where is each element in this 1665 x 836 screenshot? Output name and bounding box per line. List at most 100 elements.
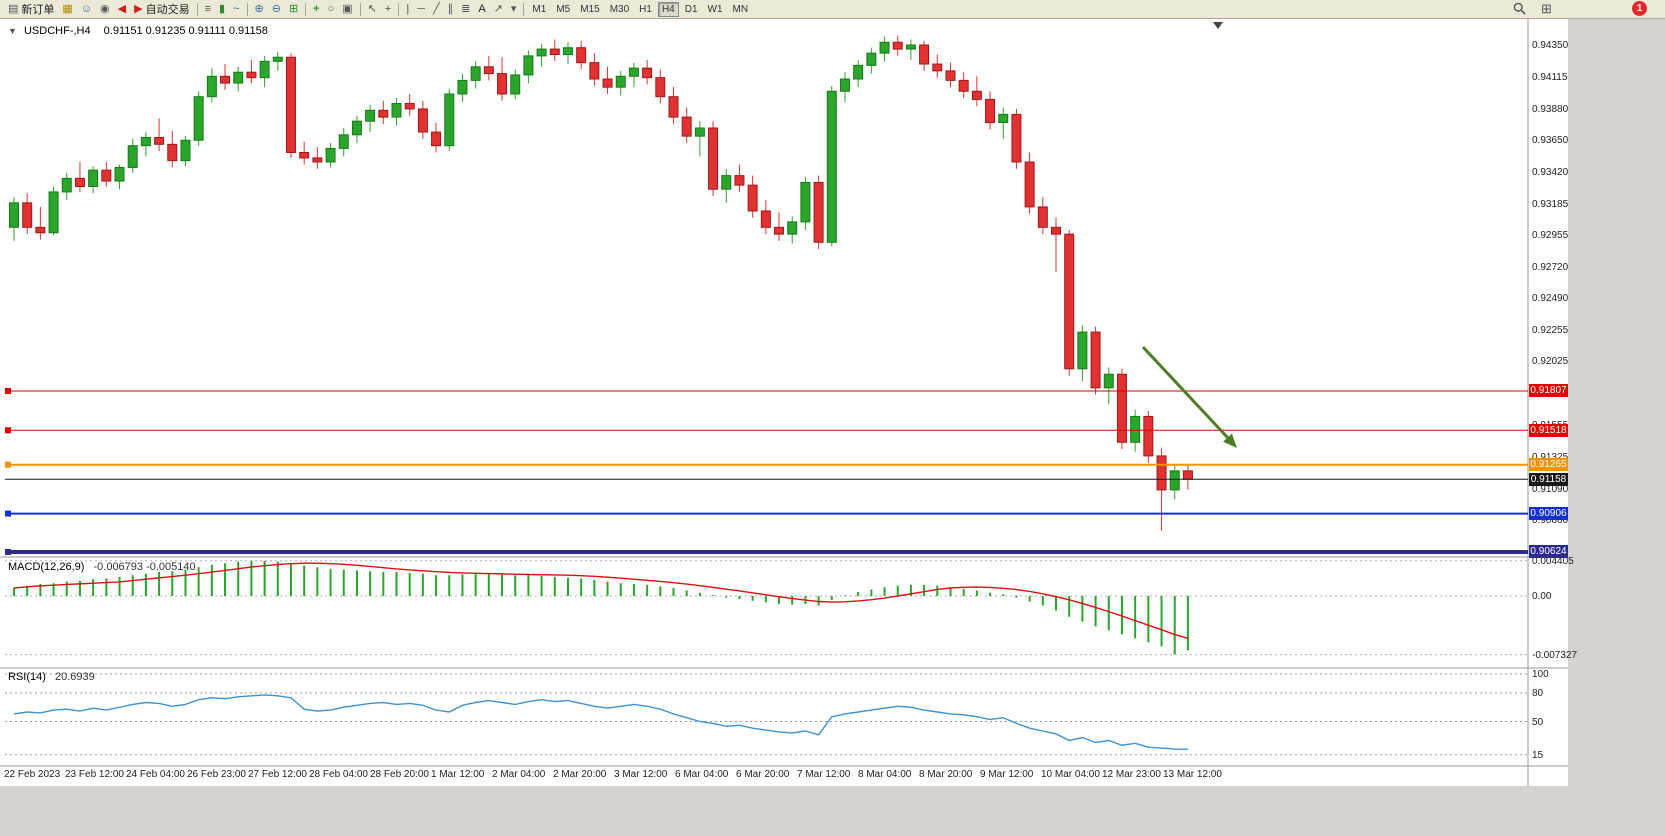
toolbar-separator <box>305 2 307 16</box>
price-tick: 0.93650 <box>1532 135 1569 147</box>
profile-icon[interactable]: ☺ <box>80 3 93 15</box>
time-label: 6 Mar 20:00 <box>736 769 790 780</box>
hline-0.91807[interactable] <box>5 387 1528 394</box>
price-badge-0.91265: 0.91265 <box>1529 458 1568 472</box>
search-icon[interactable] <box>1513 2 1526 18</box>
new-order-label: 新订单 <box>21 4 55 16</box>
price-badge-0.90906: 0.90906 <box>1529 507 1568 521</box>
image-button[interactable]: ▣ <box>342 3 353 15</box>
macd-title: MACD(12,26,9) <box>8 561 85 573</box>
notification-badge[interactable]: 1 <box>1632 1 1647 16</box>
price-tick: 0.92490 <box>1532 293 1569 305</box>
time-label: 26 Feb 23:00 <box>187 769 246 780</box>
toolbar-separator <box>398 2 400 16</box>
price-tick: 0.91325 <box>1532 451 1569 463</box>
macd-scale-label: 0.004405 <box>1532 555 1574 567</box>
fibonacci-tool-button[interactable]: ≣ <box>461 3 471 15</box>
price-tick: 0.94115 <box>1532 71 1568 83</box>
timeframe-d1-button[interactable]: D1 <box>684 3 698 15</box>
cursor-tool-button[interactable]: ↖ <box>367 3 377 15</box>
megaphone-icon[interactable]: ◀ <box>117 3 127 15</box>
chart-header: ▼ USDCHF-,H4 0.91151 0.91235 0.91111 0.9… <box>8 24 268 38</box>
price-tick: 0.91090 <box>1532 483 1569 495</box>
shapes-dropdown-button[interactable]: ▾ <box>510 3 517 15</box>
add-indicator-button[interactable]: + <box>313 3 320 15</box>
time-label: 24 Feb 04:00 <box>126 769 185 780</box>
chart-shift-marker-icon[interactable] <box>1213 22 1223 29</box>
hline-0.90906[interactable] <box>5 510 1528 517</box>
crosshair-tool-button[interactable]: + <box>384 3 392 15</box>
price-tick: 0.94350 <box>1532 40 1569 51</box>
chart-canvas[interactable] <box>0 18 1568 786</box>
hline-0.91518[interactable] <box>5 427 1528 434</box>
chart-window-icon[interactable]: ▦ <box>62 3 73 15</box>
macd-header: MACD(12,26,9) -0.006793 -0.005140 <box>8 561 196 573</box>
timeframe-mn-button[interactable]: MN <box>732 3 749 15</box>
trend-arrow[interactable] <box>1141 345 1237 448</box>
zoom-in-button[interactable]: ⊕ <box>254 3 264 15</box>
auto-trading-button[interactable]: ▶ 自动交易 <box>130 1 193 17</box>
macd-histogram <box>13 560 1189 655</box>
time-label: 6 Mar 04:00 <box>675 769 729 780</box>
price-tick: 0.92955 <box>1532 229 1569 241</box>
rsi-level-label: 100 <box>1532 669 1549 680</box>
text-tool-button[interactable]: A <box>478 3 486 15</box>
chart-ohlc-values: 0.91151 0.91235 0.91111 0.91158 <box>103 25 268 37</box>
time-label: 28 Feb 04:00 <box>309 769 368 780</box>
horizontal-line-tool-button[interactable]: ─ <box>417 3 425 15</box>
play-icon: ▶ <box>134 3 143 15</box>
toolbar-separator <box>359 2 361 16</box>
rsi-level-label: 50 <box>1532 716 1544 728</box>
time-label: 10 Mar 04:00 <box>1041 769 1100 780</box>
channel-tool-button[interactable]: ∥ <box>447 3 454 15</box>
rsi-title: RSI(14) <box>8 671 46 683</box>
quotes-icon[interactable]: ◉ <box>100 3 110 15</box>
rsi-level-label: 15 <box>1532 749 1544 761</box>
grid-windows-icon[interactable]: ⊞ <box>1541 1 1552 16</box>
collapse-triangle-icon[interactable]: ▼ <box>8 26 17 36</box>
tile-windows-button[interactable]: ⊞ <box>288 3 299 15</box>
timeframe-m30-button[interactable]: M30 <box>609 3 630 15</box>
time-label: 2 Mar 04:00 <box>492 769 546 780</box>
price-tick: 0.90860 <box>1532 514 1569 526</box>
rsi-current-value: 20.6939 <box>54 671 95 683</box>
macd-current-values: -0.006793 -0.005140 <box>93 561 196 573</box>
timeframe-h1-button[interactable]: H1 <box>639 3 652 15</box>
hline-0.90624[interactable] <box>5 548 1528 555</box>
price-tick: 0.93420 <box>1532 166 1569 178</box>
toolbar-separator <box>246 2 248 16</box>
clock-icon[interactable]: ○ <box>327 3 335 15</box>
new-order-button[interactable]: ▤ 新订单 <box>4 1 58 17</box>
trendline-tool-button[interactable]: ╱ <box>432 3 440 15</box>
new-order-icon: ▤ <box>8 3 19 15</box>
timeframe-h4-button[interactable]: H4 <box>657 1 679 17</box>
toolbar-separator <box>523 2 525 16</box>
price-badge-0.91158: 0.91158 <box>1529 472 1568 486</box>
line-chart-button[interactable]: ~ <box>233 3 240 15</box>
time-label: 22 Feb 2023 <box>4 769 61 780</box>
timeframe-m1-button[interactable]: M1 <box>532 3 547 15</box>
time-label: 23 Feb 12:00 <box>65 769 124 780</box>
candlestick-chart-button[interactable]: ▮ <box>219 3 226 15</box>
time-label: 8 Mar 04:00 <box>858 769 912 780</box>
auto-trading-label: 自动交易 <box>145 4 190 16</box>
time-label: 12 Mar 23:00 <box>1102 769 1161 780</box>
vertical-line-tool-button[interactable]: | <box>406 3 410 15</box>
main-toolbar: ▤ 新订单 ▦ ☺ ◉ ◀ ▶ 自动交易 ≡ ▮ ~ ⊕ ⊖ ⊞ + ○ ▣ ↖… <box>0 0 1665 19</box>
price-tick: 0.93185 <box>1532 198 1569 210</box>
chart-region[interactable] <box>0 18 1568 786</box>
hline-0.91265[interactable] <box>5 461 1528 468</box>
rsi-line <box>13 694 1188 751</box>
candles-group <box>9 35 1193 531</box>
price-badge-0.91807: 0.91807 <box>1529 384 1568 398</box>
zoom-out-button[interactable]: ⊖ <box>271 3 281 15</box>
arrows-tool-button[interactable]: ↗ <box>493 3 503 15</box>
timeframe-w1-button[interactable]: W1 <box>707 3 723 15</box>
time-label: 8 Mar 20:00 <box>919 769 973 780</box>
timeframe-m15-button[interactable]: M15 <box>580 3 600 15</box>
chart-symbol-label: USDCHF-,H4 <box>23 25 91 37</box>
timeframe-m5-button[interactable]: M5 <box>556 3 571 15</box>
price-tick: 0.92025 <box>1532 356 1569 368</box>
macd-scale-label: 0.00 <box>1532 591 1552 602</box>
bar-chart-button[interactable]: ≡ <box>204 3 212 15</box>
